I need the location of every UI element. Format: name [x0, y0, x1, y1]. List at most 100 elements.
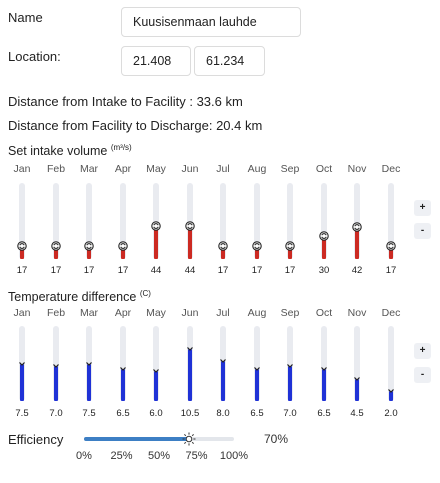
temp-slider-nov[interactable] — [354, 326, 360, 401]
refresh-knob-icon[interactable] — [252, 241, 262, 251]
intake-slider-fill — [20, 246, 24, 259]
month-label: Jan — [13, 307, 31, 319]
refresh-knob-icon[interactable] — [151, 220, 161, 231]
location-lon-input[interactable]: 61.234 — [194, 46, 265, 76]
chevron-down-icon[interactable] — [185, 344, 195, 354]
temp-value-label: 7.0 — [49, 408, 63, 419]
temp-value-label: 8.0 — [216, 408, 230, 419]
intake-slider-apr[interactable] — [120, 183, 126, 259]
refresh-knob-icon[interactable] — [17, 241, 27, 251]
intake-value-label: 17 — [217, 265, 229, 276]
intake-value-label: 44 — [184, 265, 196, 276]
intake-slider-dec[interactable] — [388, 183, 394, 259]
chevron-down-icon[interactable] — [17, 359, 27, 369]
month-label: Apr — [114, 307, 132, 319]
temp-value-label: 6.5 — [250, 408, 264, 419]
intake-value-label: 17 — [117, 265, 129, 276]
temp-minus-button[interactable]: - — [414, 367, 431, 383]
intake-value-label: 17 — [284, 265, 296, 276]
refresh-knob-icon[interactable] — [352, 222, 362, 232]
intake-slider-feb[interactable] — [53, 183, 59, 259]
refresh-knob-icon[interactable] — [51, 241, 61, 251]
temp-slider-fill — [355, 378, 359, 401]
location-lat-input[interactable]: 21.408 — [121, 46, 191, 76]
temp-slider-apr[interactable] — [120, 326, 126, 401]
intake-slider-aug[interactable] — [254, 183, 260, 259]
temp-slider-may[interactable] — [153, 326, 159, 401]
chevron-down-icon[interactable] — [118, 364, 128, 374]
refresh-knob-icon[interactable] — [218, 241, 228, 251]
temp-slider-fill — [121, 368, 125, 401]
chevron-down-icon[interactable] — [319, 364, 329, 374]
name-label: Name — [8, 10, 43, 25]
month-label: Nov — [347, 307, 367, 319]
name-input[interactable]: Kuusisenmaan lauhde — [121, 7, 301, 37]
temp-value-label: 6.0 — [149, 408, 163, 419]
intake-slider-fill — [54, 246, 58, 259]
temp-value-label: 6.5 — [116, 408, 130, 419]
month-label: Sep — [280, 307, 300, 319]
temp-title-text: Temperature difference — [8, 290, 137, 305]
temp-unit: (C) — [139, 289, 151, 298]
intake-value-label: 17 — [50, 265, 62, 276]
intake-slider-fill — [355, 227, 359, 259]
intake-slider-nov[interactable] — [354, 183, 360, 259]
intake-slider-fill — [188, 225, 192, 259]
temp-slider-oct[interactable] — [321, 326, 327, 401]
intake-slider-jan[interactable] — [19, 183, 25, 259]
intake-unit: (m³/s) — [110, 143, 132, 152]
temp-slider-fill — [221, 361, 225, 401]
efficiency-tick-label: 50% — [147, 450, 171, 462]
month-label: Feb — [46, 307, 66, 319]
intake-value-label: 42 — [351, 265, 363, 276]
intake-minus-button[interactable]: - — [414, 223, 431, 239]
temp-slider-sep[interactable] — [287, 326, 293, 401]
chevron-down-icon[interactable] — [252, 364, 262, 374]
temp-slider-fill — [389, 391, 393, 401]
temp-slider-dec[interactable] — [388, 326, 394, 401]
intake-slider-fill — [255, 246, 259, 259]
temp-slider-fill — [154, 371, 158, 401]
temp-slider-fill — [20, 363, 24, 401]
distance-intake-text: Distance from Intake to Facility : 33.6 … — [8, 94, 243, 109]
efficiency-tick-label: 0% — [76, 450, 92, 462]
intake-plus-button[interactable]: + — [414, 200, 431, 216]
chevron-down-icon[interactable] — [386, 386, 396, 396]
refresh-knob-icon[interactable] — [118, 241, 128, 251]
efficiency-tick-label: 75% — [185, 450, 208, 462]
intake-slider-sep[interactable] — [287, 183, 293, 259]
refresh-knob-icon[interactable] — [386, 241, 396, 251]
intake-slider-fill — [221, 246, 225, 259]
intake-slider-oct[interactable] — [321, 183, 327, 259]
efficiency-sun-icon[interactable] — [182, 432, 196, 446]
refresh-knob-icon[interactable] — [185, 220, 195, 231]
temp-plus-button[interactable]: + — [414, 343, 431, 359]
chevron-down-icon[interactable] — [218, 356, 228, 366]
chevron-down-icon[interactable] — [151, 366, 161, 376]
distance-discharge-text: Distance from Facility to Discharge: 20.… — [8, 118, 263, 133]
intake-value-label: 44 — [150, 265, 162, 276]
chevron-down-icon[interactable] — [285, 361, 295, 371]
month-label: Jul — [216, 163, 230, 175]
intake-slider-fill — [389, 246, 393, 259]
month-label: Apr — [114, 163, 132, 175]
month-label: Dec — [381, 163, 401, 175]
temp-title: Temperature difference (C) — [8, 289, 151, 304]
month-label: Mar — [79, 307, 99, 319]
chevron-down-icon[interactable] — [84, 359, 94, 369]
intake-value-label: 30 — [318, 265, 330, 276]
intake-value-label: 17 — [83, 265, 95, 276]
refresh-knob-icon[interactable] — [84, 241, 94, 251]
temp-slider-feb[interactable] — [53, 326, 59, 401]
chevron-down-icon[interactable] — [352, 374, 362, 384]
intake-slider-jul[interactable] — [220, 183, 226, 259]
intake-slider-mar[interactable] — [86, 183, 92, 259]
temp-slider-aug[interactable] — [254, 326, 260, 401]
month-label: Jun — [181, 163, 199, 175]
temp-value-label: 4.5 — [350, 408, 364, 419]
chevron-down-icon[interactable] — [51, 361, 61, 371]
refresh-knob-icon[interactable] — [285, 241, 295, 251]
efficiency-fill — [84, 437, 189, 441]
efficiency-tick-label: 25% — [110, 450, 133, 462]
refresh-knob-icon[interactable] — [319, 231, 329, 241]
